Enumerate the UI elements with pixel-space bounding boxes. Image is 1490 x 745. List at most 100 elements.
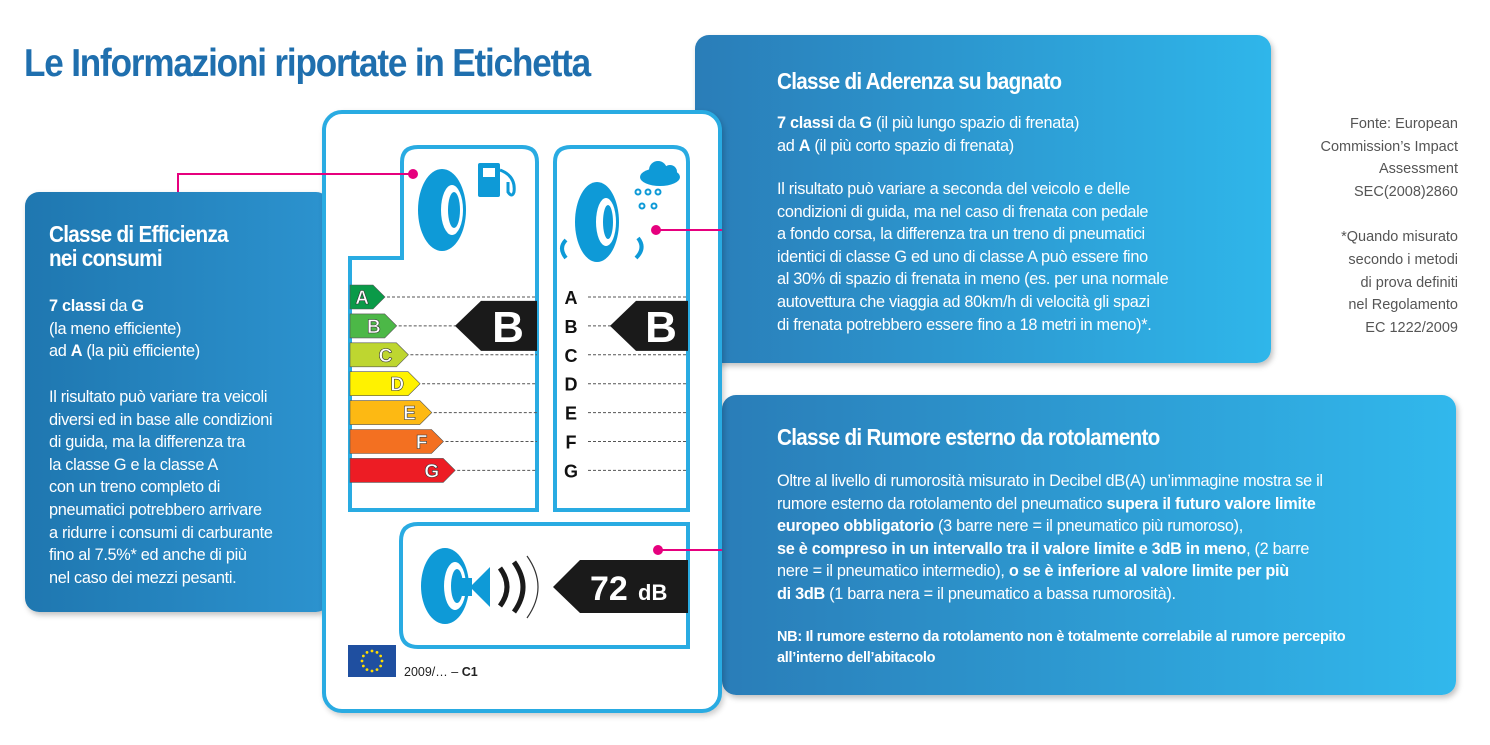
wet-class-arrow-letter: B	[645, 303, 677, 352]
fuel-class-arrow-letter: B	[492, 303, 524, 352]
bold-text: A	[798, 136, 811, 155]
note-line: EC 1222/2009	[1365, 319, 1458, 336]
fuel-classes-text: 7 classi da G (la meno efficiente) ad A (l…	[49, 295, 200, 363]
wet-class-letter: E	[565, 404, 577, 424]
tyre-icon	[421, 548, 469, 624]
eu-star	[370, 669, 374, 673]
text-segment: (3 barre nere = il pneumatico più rumoro…	[933, 517, 1243, 536]
wet-class-letter: C	[565, 346, 578, 366]
text-line: nel caso dei mezzi pesanti.	[49, 567, 273, 590]
source-text: Fonte: European Commission’s Impact Asse…	[1320, 113, 1458, 203]
text-segment: Oltre al livello di rumorosità misurato …	[777, 472, 1323, 490]
wet-grip-box: Classe di Aderenza su bagnato 7 classi d…	[695, 35, 1271, 363]
fuel-class-letter: D	[390, 375, 404, 396]
wet-class-arrow	[610, 300, 688, 351]
wet-callout-dot	[651, 225, 661, 235]
text-segment: (il più lungo spazio di frenata)	[871, 114, 1080, 132]
fuel-class-bar-C	[349, 342, 409, 368]
wet-result-text: Il risultato può variare a seconda del v…	[777, 178, 1169, 337]
wet-grip-title: Classe di Aderenza su bagnato	[777, 68, 1062, 94]
fuel-callout-dot	[408, 169, 418, 179]
text-segment: fino al 7.5%* ed anche di più	[49, 546, 247, 565]
fuel-class-letter: A	[355, 288, 369, 309]
rain-cloud-icon	[560, 161, 680, 260]
eu-star	[375, 650, 379, 654]
bold-text: europeo obbligatorio	[777, 517, 934, 536]
regulation-text: 2009/… – C1	[404, 665, 478, 679]
text-line: 7 classi da G	[49, 295, 200, 318]
text-segment: Il risultato può variare tra veicoli	[49, 388, 268, 406]
eu-flag-icon	[348, 645, 396, 677]
noise-value: 72	[590, 570, 628, 608]
wet-classes-text: 7 classi da G (il più lungo spazio di fr…	[777, 112, 1079, 157]
bold-text: o se è inferiore al valore limite per pi…	[1008, 562, 1289, 581]
wet-class-letter: A	[565, 288, 578, 308]
fuel-class-letter: B	[367, 317, 381, 338]
text-line: Il risultato può variare a seconda del v…	[777, 178, 1168, 201]
eu-star	[379, 664, 383, 668]
page-title: Le Informazioni riportate in Etichetta	[24, 42, 591, 85]
text-line: nere = il pneumatico intermedio), o se è…	[777, 560, 1323, 583]
text-segment: al 30% di spazio di frenata in meno (es.…	[777, 270, 1169, 289]
eu-star	[365, 668, 369, 672]
fuel-class-bar-E	[349, 400, 433, 425]
text-line: a ridurre i consumi di carburante	[49, 522, 273, 545]
fuel-class-arrow	[455, 300, 537, 351]
text-line: a fondo corsa, la differenza tra un tren…	[777, 223, 1168, 246]
text-segment: (1 barra nera = il pneumatico a bassa ru…	[824, 584, 1176, 603]
note-line: Commission’s Impact	[1320, 138, 1458, 155]
note-line: Assessment	[1379, 161, 1458, 178]
text-segment: da	[105, 297, 132, 315]
text-line: di 3dB (1 barra nera = il pneumatico a b…	[777, 583, 1323, 606]
tyre-class: C1	[462, 665, 478, 679]
note-line: SEC(2008)2860	[1354, 183, 1458, 200]
text-segment: a fondo corsa, la differenza tra un tren…	[777, 225, 1145, 244]
bold-text: 7 classi	[49, 297, 106, 315]
text-line: ad A (la più efficiente)	[49, 340, 200, 363]
text-line: la classe G e la classe A	[49, 454, 273, 477]
nb-line: all’interno dell’abitacolo	[777, 650, 936, 666]
fuel-class-letter: C	[379, 346, 393, 367]
bold-text: supera il futuro valore limite	[1106, 494, 1316, 513]
text-segment: ad	[49, 342, 71, 361]
text-segment: identici di classe G ed uno di classe A …	[777, 247, 1148, 266]
text-segment: ad	[777, 136, 799, 155]
eu-star	[361, 654, 365, 658]
noise-callout-dot	[653, 545, 663, 555]
noise-title: Classe di Rumore esterno da rotolamento	[777, 424, 1160, 450]
fuel-class-bar-A	[349, 284, 386, 310]
fuel-efficiency-box: Classe di Efficienza nei consumi 7 class…	[25, 192, 330, 612]
text-segment: condizioni di guida, ma nel caso di fren…	[777, 202, 1149, 221]
noise-arrow: 72 dB	[553, 560, 688, 613]
fuel-class-bar-D	[349, 371, 421, 396]
fuel-class-letter: F	[416, 433, 428, 454]
text-segment: da	[833, 114, 860, 132]
regulation-number: 2009/… –	[404, 665, 462, 679]
bold-text: G	[859, 114, 872, 132]
noise-text: Oltre al livello di rumorosità misurato …	[777, 470, 1323, 606]
bold-text: di 3dB	[777, 584, 825, 603]
title-line: nei consumi	[49, 245, 163, 271]
fuel-class-bar-G	[349, 458, 456, 483]
fuel-panel	[348, 145, 539, 512]
bold-text: se è compreso in un intervallo tra il va…	[777, 539, 1247, 558]
note-line: nel Regolamento	[1348, 297, 1458, 314]
text-line: se è compreso in un intervallo tra il va…	[777, 538, 1323, 561]
note-line: *Quando misurato	[1341, 229, 1458, 246]
tyre-icon	[418, 169, 466, 251]
text-segment: la classe G e la classe A	[49, 455, 218, 474]
text-line: Oltre al livello di rumorosità misurato …	[777, 470, 1323, 493]
text-segment: nel caso dei mezzi pesanti.	[49, 568, 237, 587]
note-line: di prova definiti	[1360, 274, 1458, 291]
text-line: condizioni di guida, ma nel caso di fren…	[777, 201, 1168, 224]
text-segment: di frenata potrebbero essere fino a 18 m…	[777, 315, 1152, 334]
text-line: Il risultato può variare tra veicoli	[49, 386, 273, 409]
text-line: 7 classi da G (il più lungo spazio di fr…	[777, 112, 1079, 135]
wet-class-letter: B	[565, 317, 578, 337]
wet-class-letter: D	[565, 375, 578, 395]
text-line: di frenata potrebbero essere fino a 18 m…	[777, 314, 1168, 337]
text-line: identici di classe G ed uno di classe A …	[777, 246, 1168, 269]
fuel-efficiency-title: Classe di Efficienza nei consumi	[49, 222, 229, 271]
nb-line: NB: Il rumore esterno da rotolamento non…	[777, 629, 1346, 645]
note-line: Fonte: European	[1349, 116, 1458, 132]
